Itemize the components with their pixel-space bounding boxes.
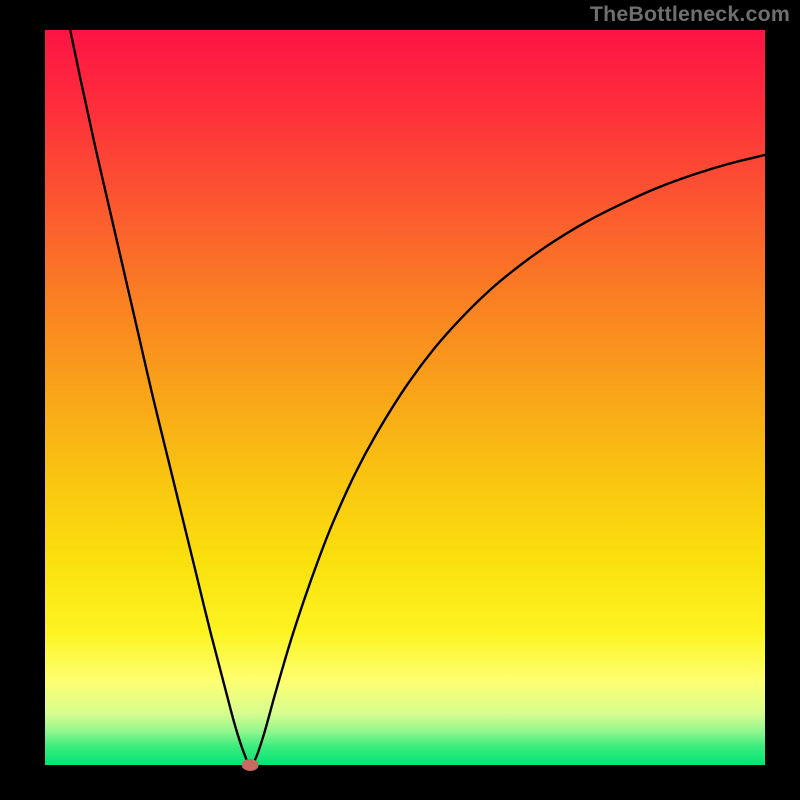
marker-layer <box>242 760 258 771</box>
figure-canvas: TheBottleneck.com <box>0 0 800 800</box>
optimal-point <box>242 760 258 771</box>
bottleneck-chart <box>0 0 800 800</box>
